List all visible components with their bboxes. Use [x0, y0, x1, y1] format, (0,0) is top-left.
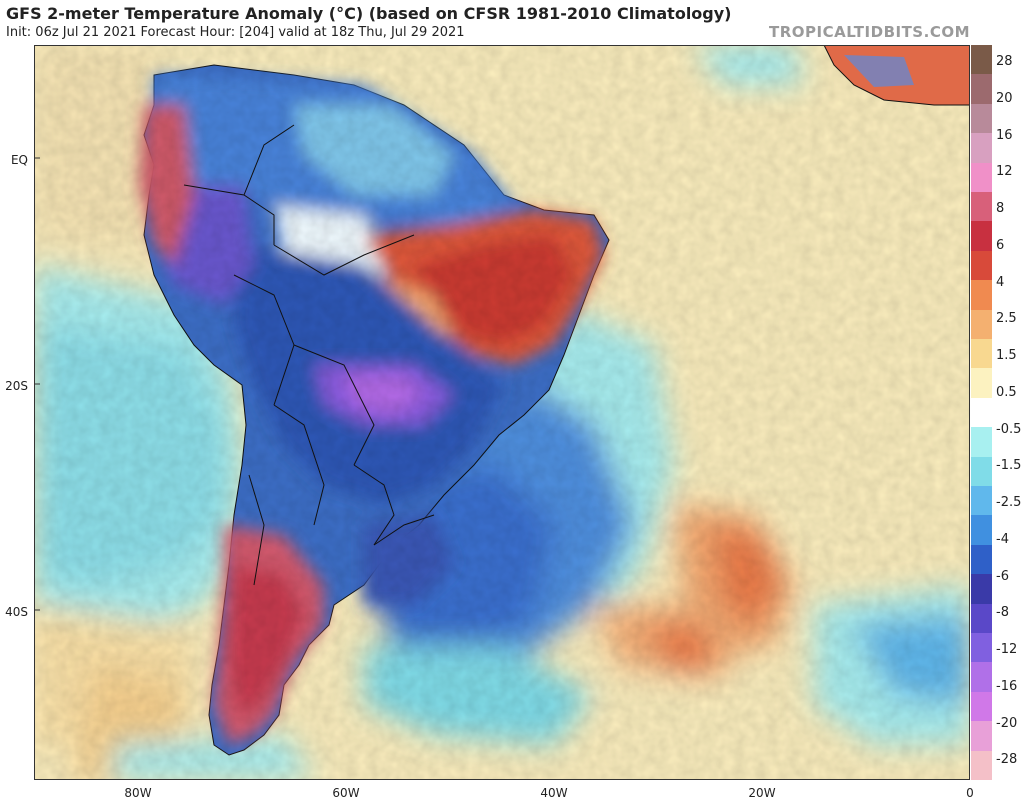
- colorbar-tick-label: 2.5: [996, 311, 1017, 327]
- colorbar-segment: [971, 45, 992, 75]
- colorbar-tick-label: 28: [996, 54, 1013, 69]
- colorbar-tick-label: -20: [996, 715, 1018, 731]
- colorbar-tick-label: -16: [996, 678, 1018, 694]
- colorbar-segment: [971, 633, 992, 663]
- colorbar-tick-label: 4: [996, 274, 1005, 290]
- colorbar-tick-label: -12: [996, 642, 1018, 657]
- colorbar-segment: [971, 603, 992, 634]
- colorbar-tick-label: 1.5: [996, 348, 1017, 363]
- colorbar-segment: [971, 280, 992, 311]
- colorbar-tick-label: 8: [996, 201, 1005, 216]
- colorbar-segment: [971, 74, 992, 105]
- colorbar-tick-label: -28: [996, 752, 1018, 768]
- lon-label-60w: 60W: [332, 786, 360, 800]
- colorbar-segment: [971, 574, 992, 605]
- colorbar-segment: [971, 339, 992, 369]
- colorbar-tick-label: 12: [996, 164, 1013, 180]
- colorbar-tick-label: -0.5: [996, 421, 1022, 437]
- colorbar: [971, 45, 992, 781]
- colorbar-tick-label: 0.5: [996, 384, 1017, 400]
- lat-label-eq: EQ: [10, 153, 28, 167]
- chart-subtitle: Init: 06z Jul 21 2021 Forecast Hour: [20…: [6, 25, 465, 40]
- colorbar-tick-label: 16: [996, 127, 1013, 143]
- colorbar-segment: [971, 368, 992, 399]
- colorbar-segment: [971, 162, 992, 193]
- colorbar-segment: [971, 221, 992, 252]
- colorbar-tick-label: -1.5: [996, 458, 1022, 474]
- country-borders: [183, 124, 435, 586]
- colorbar-tick-label: 20: [996, 90, 1013, 106]
- colorbar-tick-label: -4: [996, 531, 1009, 547]
- lon-label-80w: 80W: [124, 786, 152, 800]
- colorbar-segment: [971, 133, 992, 164]
- lon-label-40w: 40W: [540, 786, 568, 800]
- colorbar-segment: [971, 721, 992, 752]
- colorbar-tick-label: -8: [996, 605, 1009, 621]
- anomaly-map: [34, 45, 970, 780]
- colorbar-segment: [971, 486, 992, 516]
- colorbar-segment: [971, 250, 992, 281]
- colorbar-segment: [971, 515, 992, 546]
- colorbar-segment: [971, 192, 992, 222]
- lat-label-40s: 40S: [5, 605, 28, 619]
- lat-label-20s: 20S: [5, 379, 28, 393]
- colorbar-segment: [971, 544, 992, 575]
- colorbar-tick-label: 6: [996, 237, 1005, 253]
- colorbar-segment: [971, 662, 992, 693]
- colorbar-tick-label: -6: [996, 568, 1009, 584]
- colorbar-segment: [971, 456, 992, 487]
- colorbar-segment: [971, 427, 992, 458]
- colorbar-tick-label: -2.5: [996, 495, 1022, 510]
- brand-watermark: TROPICALTIDBITS.COM: [769, 23, 970, 41]
- colorbar-segment: [971, 397, 992, 428]
- colorbar-segment: [971, 691, 992, 722]
- lon-label-20w: 20W: [748, 786, 776, 800]
- colorbar-segment: [971, 750, 992, 781]
- lon-label-0: 0: [966, 786, 974, 800]
- colorbar-segment: [971, 103, 992, 134]
- chart-title: GFS 2-meter Temperature Anomaly (°C) (ba…: [6, 4, 732, 23]
- colorbar-segment: [971, 309, 992, 340]
